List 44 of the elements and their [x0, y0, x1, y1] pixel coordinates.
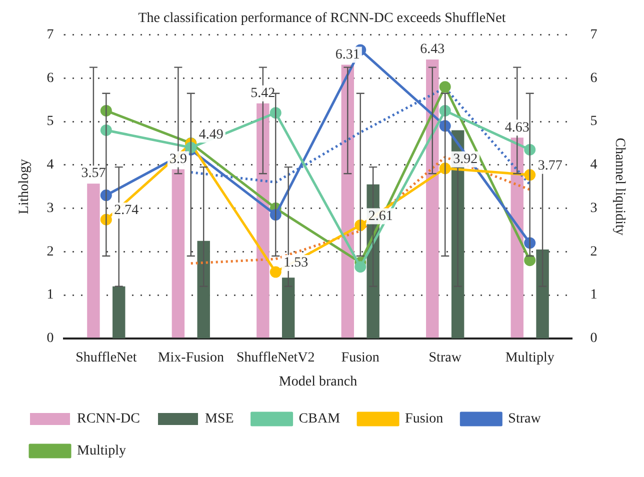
data-label: 3.57	[81, 166, 106, 182]
y2-tick-label: 7	[590, 27, 598, 42]
y-tick-label: 4	[46, 158, 54, 173]
chart-title: The classification performance of RCNN-DC exceeds ShuffleNet	[138, 11, 506, 26]
data-label: 6.43	[420, 42, 445, 58]
data-label: 6.31	[335, 47, 360, 62]
legend-label: MSE	[205, 412, 234, 427]
x-tick-label: Multiply	[505, 350, 554, 366]
x-axis-title: Model branch	[278, 374, 358, 390]
data-label: 3.77	[538, 158, 562, 174]
y-axis-title: Lithology	[17, 158, 32, 214]
x-tick-label: Fusion	[341, 350, 380, 366]
x-tick-label: ShuffleNetV2	[236, 350, 315, 366]
x-tick-label: Straw	[428, 350, 462, 366]
y-tick-label: 1	[46, 288, 54, 303]
y2-tick-label: 1	[590, 288, 598, 303]
y2-tick-label: 0	[590, 331, 598, 346]
y-tick-label: 7	[46, 27, 54, 42]
y-tick-label: 0	[46, 331, 54, 346]
y-tick-label: 6	[46, 70, 54, 86]
data-label: 2.74	[114, 203, 139, 218]
y2-tick-label: 6	[590, 70, 598, 86]
y-tick-label: 2	[46, 244, 54, 260]
legend-label: Straw	[508, 412, 542, 427]
legend-label: RCNN-DC	[77, 412, 140, 427]
data-label: 5.42	[250, 86, 276, 101]
data-label: 3.92	[453, 152, 478, 168]
x-tick-label: Mix-Fusion	[158, 350, 224, 366]
data-label: 4.49	[198, 127, 224, 142]
data-label: 3.9	[169, 152, 187, 167]
legend-label: CBAM	[298, 412, 341, 427]
y2-tick-label: 5	[590, 114, 598, 130]
data-label: 2.61	[368, 208, 393, 224]
legend-label: Multiply	[77, 444, 126, 459]
y-tick-label: 3	[46, 200, 54, 216]
y2-axis-title: Channel liquidity	[612, 138, 627, 236]
y-tick-label: 5	[46, 114, 54, 130]
legend-label: Fusion	[405, 412, 444, 427]
data-label: 1.53	[284, 256, 308, 271]
y2-tick-label: 3	[590, 200, 598, 216]
x-tick-label: ShuffleNet	[76, 350, 137, 366]
y2-tick-label: 2	[590, 244, 598, 260]
data-label: 4.63	[504, 120, 530, 136]
y2-tick-label: 4	[590, 158, 598, 173]
